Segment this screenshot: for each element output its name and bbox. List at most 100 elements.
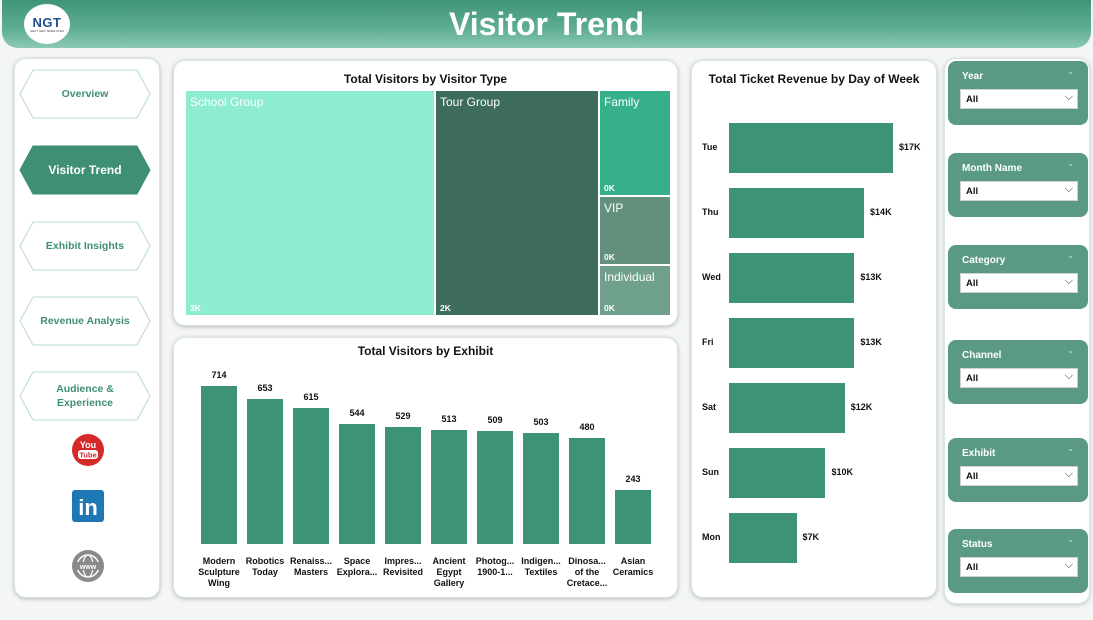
bar-photog-1900-1[interactable] [477,431,513,544]
treemap-cell-label: Family [604,95,640,109]
month-slicer-title: Month Name [962,163,1022,174]
nav-visitor-trend-label: Visitor Trend [48,163,122,177]
hbar-sat[interactable] [729,383,845,433]
hbar-day-label: Tue [702,142,718,152]
treemap-cell-school-group[interactable]: School Group 3K [186,91,434,315]
svg-text:in: in [78,495,98,520]
exhibit-slicer: Exhibit ⌄ All ⌵ [948,438,1088,502]
chevron-down-icon[interactable]: ⌄ [1067,535,1074,544]
exhibit-dropdown[interactable]: All ⌵ [960,466,1078,486]
bar-category-label: Asian Ceramics [612,556,654,577]
status-value: All [966,562,979,573]
bar-modern-sculpture-wing[interactable] [201,386,237,544]
page-title: Visitor Trend [448,6,644,42]
treemap-cell-value: 3K [190,303,201,313]
header-bar: NGT NEXT GEN TEMPLATES Visitor Trend [2,0,1091,48]
bar-dinosa-of-the-cretace[interactable] [569,437,605,544]
nav-overview-label: Overview [61,88,109,100]
status-dropdown[interactable]: All ⌵ [960,557,1078,577]
chevron-down-icon[interactable]: ⌄ [1067,67,1074,76]
revenue-chart-title: Total Ticket Revenue by Day of Week [708,72,920,86]
svg-text:Tube: Tube [79,451,96,460]
nav-exhibit-insights-label: Exhibit Insights [45,240,125,252]
bar-value-label: 544 [349,407,365,418]
channel-dropdown[interactable]: All ⌵ [960,368,1078,388]
channel-value: All [966,373,979,384]
category-dropdown[interactable]: All ⌵ [960,273,1078,293]
nav-button-shape [19,296,151,346]
year-slicer-title: Year [962,71,984,82]
exhibit-value: All [966,471,979,482]
bar-indigen-textiles[interactable] [523,432,559,544]
svg-text:You: You [80,440,96,450]
linkedin-icon[interactable]: in [71,489,105,523]
treemap-cell-label: Tour Group [440,95,501,109]
hbar-value-label: $17K [899,142,921,152]
treemap-cell-tour-group[interactable]: Tour Group 2K [436,91,598,315]
filters-panel: Year ⌄ All ⌵ Month Name ⌄ All ⌵ Category… [944,58,1090,604]
bar-value-label: 714 [211,370,227,380]
treemap-area: School Group 3K Tour Group 2K Family 0K VIP 0K I… [186,91,670,315]
hbar-wed[interactable] [729,253,855,303]
hbar-value-label: $12K [850,402,873,412]
revenue-chart-panel: Total Ticket Revenue by Day of Week Tue $… [691,60,937,598]
nav-button-shape [19,221,151,271]
bar-asian-ceramics[interactable] [615,490,651,544]
hbar-thu[interactable] [729,188,865,238]
bar-value-label: 653 [257,383,273,394]
year-slicer: Year ⌄ All ⌵ [948,61,1088,125]
status-slicer: Status ⌄ All ⌵ [948,529,1088,593]
nav-button-shape [19,371,151,421]
chevron-down-icon[interactable]: ⌄ [1067,159,1074,168]
hbar-day-label: Sun [702,467,719,477]
bar-value-label: 529 [395,410,411,421]
dropdown-arrow-icon: ⌵ [1064,91,1073,103]
treemap-cell-value: 2K [440,303,451,313]
hbar-sun[interactable] [729,448,826,498]
month-slicer: Month Name ⌄ All ⌵ [948,153,1088,217]
dropdown-arrow-icon: ⌵ [1064,468,1073,480]
bar-value-label: 513 [441,414,457,425]
bar-impres-revisited[interactable] [385,426,421,544]
hbar-value-label: $10K [831,467,853,477]
exhibit-chart-area: 714 Modern Sculpture Wing 653 Robotics Toda… [174,338,679,599]
nav-audience-experience-button[interactable]: Audience & Experience [19,371,151,421]
status-slicer-title: Status [962,539,993,550]
hbar-fri[interactable] [729,318,855,368]
year-dropdown[interactable]: All ⌵ [960,89,1078,109]
globe-icon[interactable]: www [71,549,105,583]
hbar-day-label: Mon [702,532,721,542]
dropdown-arrow-icon: ⌵ [1064,275,1073,287]
youtube-icon[interactable]: You Tube [71,433,105,467]
nav-overview-button[interactable]: Overview [19,69,151,119]
chevron-down-icon[interactable]: ⌄ [1067,346,1074,355]
nav-exhibit-insights-button[interactable]: Exhibit Insights [19,221,151,271]
treemap-cell-vip[interactable]: VIP 0K [600,197,670,264]
treemap-title: Total Visitors by Visitor Type [343,72,508,86]
revenue-chart-area: Tue $17K Thu $14K Wed $13K Fri $13K Sat $12K Sun $1… [692,61,938,599]
bar-robotics-today[interactable] [247,399,283,544]
hbar-value-label: $14K [870,207,892,217]
treemap-cell-family[interactable]: Family 0K [600,91,670,195]
bar-renaiss-masters[interactable] [293,407,329,544]
bar-category-label: Impres... Revisited [382,556,424,577]
dropdown-arrow-icon: ⌵ [1064,183,1073,195]
bar-ancient-egypt-gallery[interactable] [431,430,467,544]
hbar-day-label: Fri [702,337,714,347]
month-dropdown[interactable]: All ⌵ [960,181,1078,201]
nav-revenue-analysis-button[interactable]: Revenue Analysis [19,296,151,346]
bar-value-label: 615 [303,391,319,402]
bar-space-explora[interactable] [339,423,375,544]
chevron-down-icon[interactable]: ⌄ [1067,251,1074,260]
chevron-down-icon[interactable]: ⌄ [1067,444,1074,453]
nav-visitor-trend-button[interactable]: Visitor Trend [19,145,151,195]
hbar-mon[interactable] [729,513,797,563]
channel-slicer: Channel ⌄ All ⌵ [948,340,1088,404]
category-slicer: Category ⌄ All ⌵ [948,245,1088,309]
treemap-cell-individual[interactable]: Individual 0K [600,266,670,315]
hbar-tue[interactable] [729,123,893,173]
brand-logo: NGT NEXT GEN TEMPLATES [24,4,70,44]
dropdown-arrow-icon: ⌵ [1064,559,1073,571]
bar-category-label: Dinosa... of the Cretace... [566,556,608,588]
logo-text: NGT [32,14,62,30]
